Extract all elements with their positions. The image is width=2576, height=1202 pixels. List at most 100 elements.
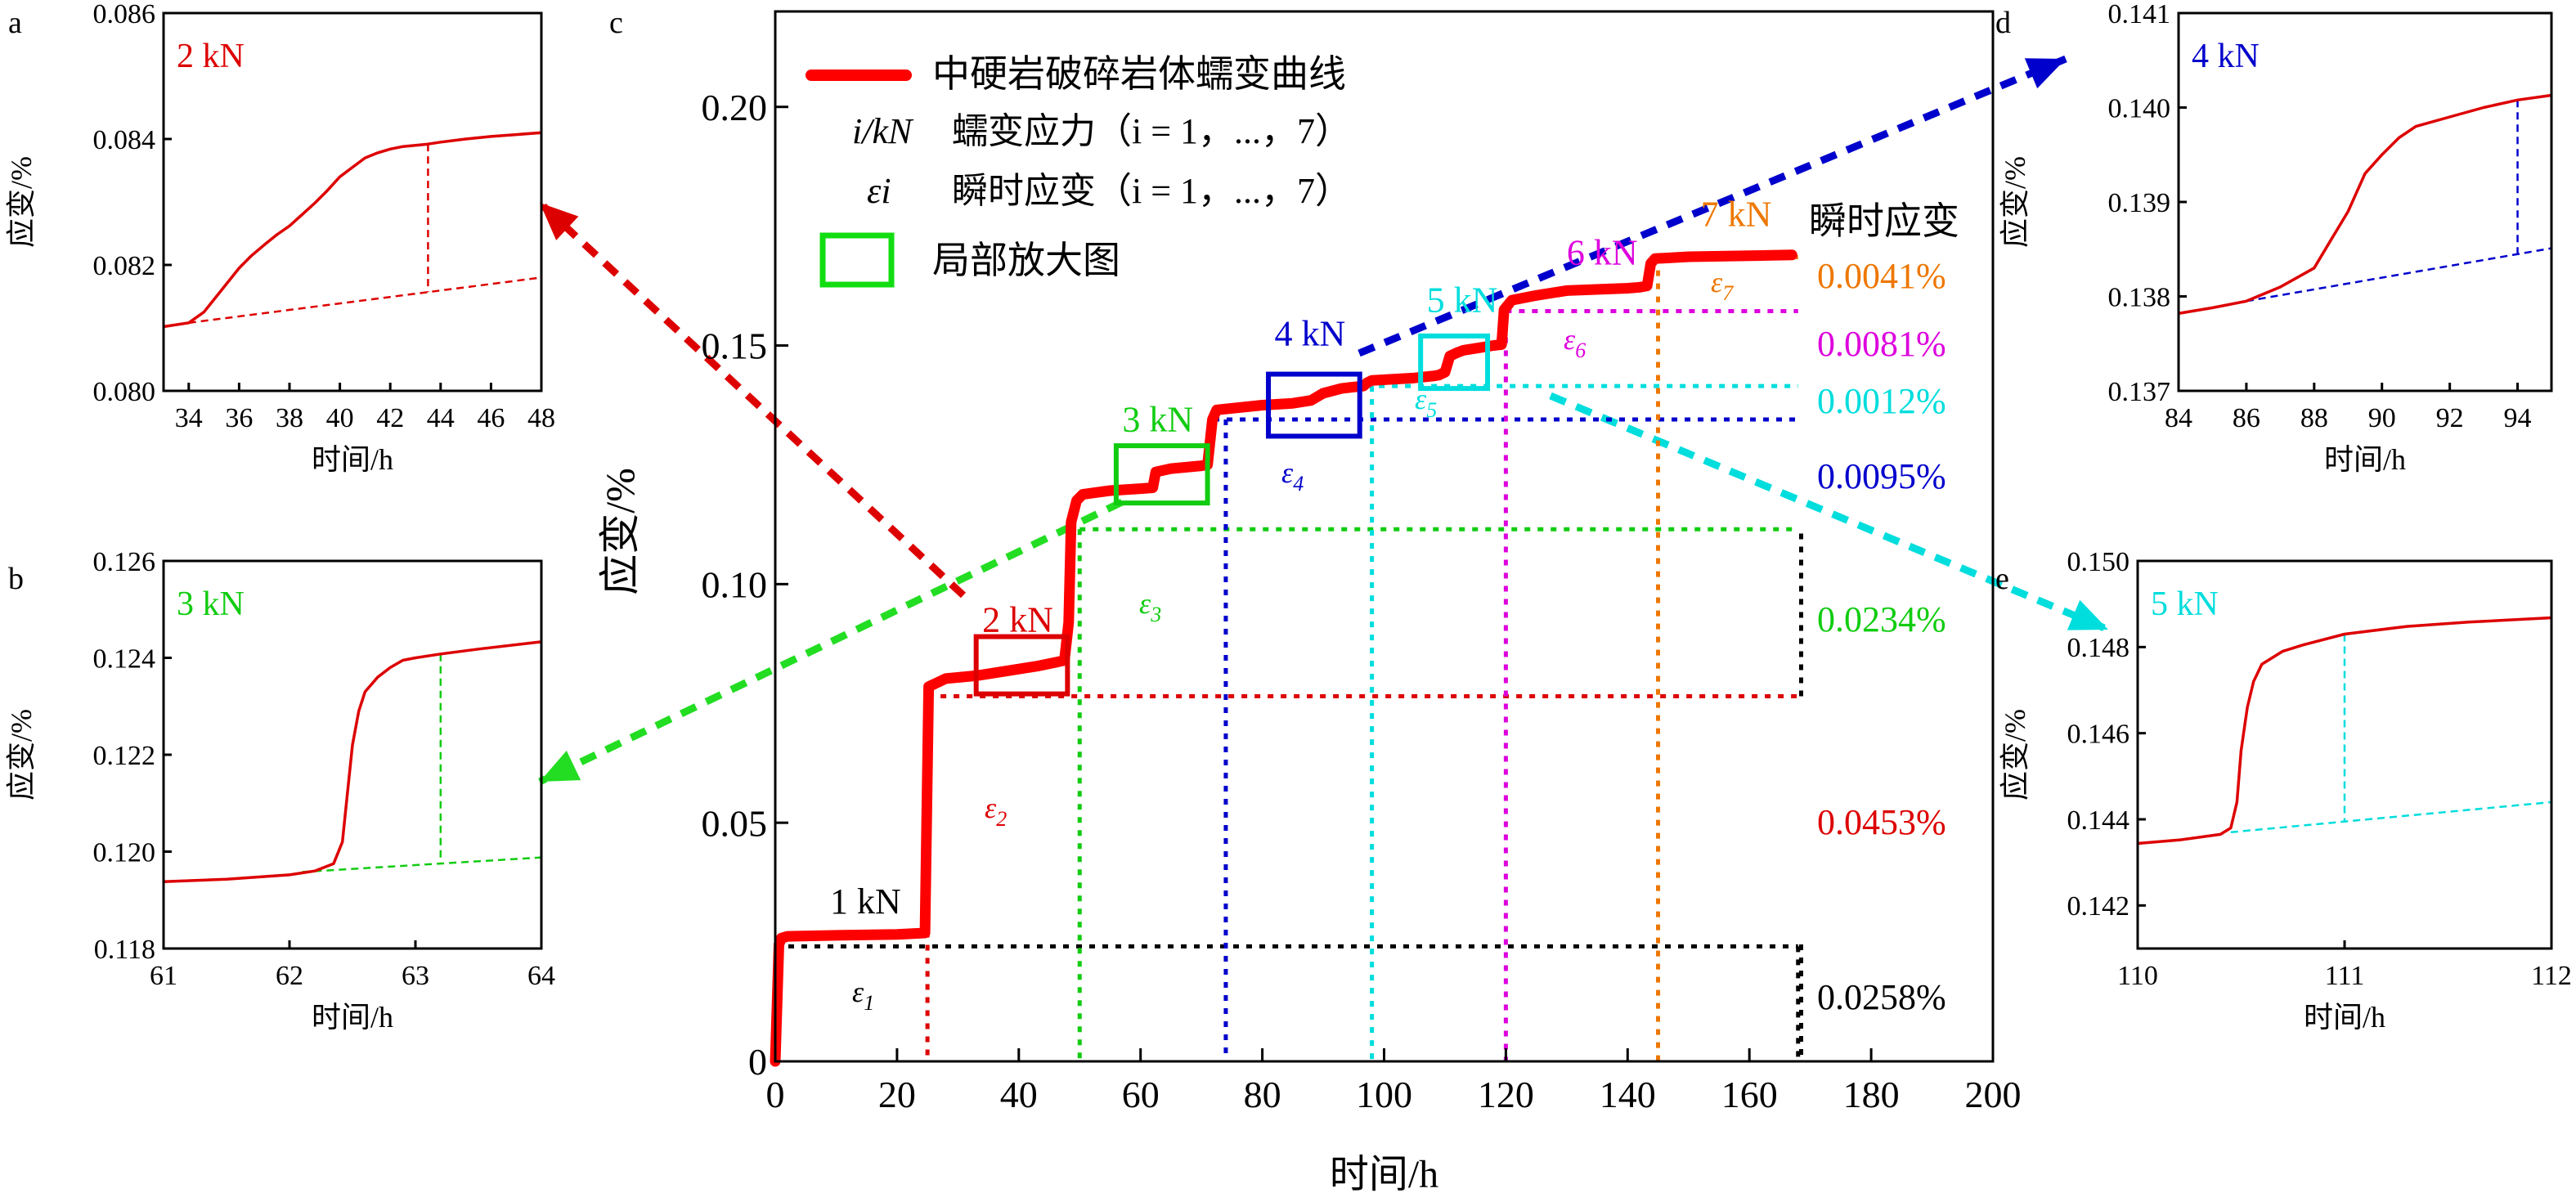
zoom-box	[1418, 333, 1491, 392]
y-axis-label: 应变/%	[1999, 709, 2031, 801]
x-tick-label: 64	[527, 961, 555, 991]
y-tick-label: 0.146	[2067, 720, 2130, 750]
panel-letter: e	[1995, 562, 2009, 596]
arrow-to-inset-d-head	[2024, 58, 2066, 89]
x-tick-label: 200	[1965, 1074, 2022, 1115]
x-tick-label: 62	[276, 961, 303, 991]
y-tick-label: 0.144	[2067, 805, 2130, 836]
instantaneous-strain-value: 0.0081%	[1817, 324, 1946, 364]
epsilon-label: ε1	[852, 976, 874, 1015]
inset-title: 3 kN	[177, 585, 245, 623]
y-tick-label: 0.10	[702, 563, 768, 605]
x-tick-label: 60	[1122, 1074, 1160, 1115]
panel-letter: b	[8, 562, 24, 596]
arrow-to-inset-a-head	[540, 203, 579, 240]
legend-range-text: i = 1，...，7）	[1132, 111, 1351, 151]
stress-label: 5 kN	[1427, 280, 1498, 321]
x-tick-label: 88	[2300, 403, 2328, 433]
y-tick-label: 0.126	[93, 547, 156, 577]
x-tick-label: 86	[2233, 403, 2260, 433]
x-axis-label: 时间/h	[312, 1001, 393, 1034]
y-tick-label: 0.150	[2067, 547, 2130, 577]
x-tick-label: 94	[2504, 403, 2532, 433]
y-tick-label: 0.05	[702, 802, 768, 844]
arrow-to-inset-a	[536, 200, 967, 599]
main-creep-chart: 0 20 40 60 80 100 120 140 160 180 200 0 0.05 0.10 0.15…	[597, 10, 2022, 1196]
epsilon-subscript: 2	[996, 807, 1007, 831]
y-tick-label: 0.141	[2108, 0, 2171, 29]
epsilon-label: ε7	[1711, 266, 1734, 305]
y-tick-label: 0	[748, 1041, 767, 1083]
epsilon-subscript: 5	[1426, 398, 1437, 422]
y-tick-label: 0.20	[702, 87, 768, 128]
x-tick-label: 110	[2117, 961, 2158, 991]
x-tick-label: 112	[2531, 961, 2572, 991]
legend-range-text: i = 1，...，7）	[1132, 171, 1351, 211]
x-tick-label: 42	[376, 403, 404, 433]
x-tick-label: 0	[766, 1074, 785, 1115]
x-tick-label: 34	[175, 403, 203, 433]
epsilon-label: ε2	[985, 792, 1007, 831]
y-tick-label: 0.140	[2108, 93, 2171, 123]
y-tick-label: 0.080	[93, 377, 156, 407]
x-tick-label: 40	[1000, 1074, 1038, 1115]
legend: 中硬岩破碎岩体蠕变曲线 i/kN 蠕变应力（i = 1，...，7） εi 瞬时应变（i…	[806, 53, 1351, 288]
x-tick-label: 40	[326, 403, 354, 433]
epsilon-subscript: 3	[1150, 603, 1161, 626]
y-axis-label: 应变/%	[597, 468, 643, 595]
y-tick-label: 0.086	[93, 0, 156, 29]
inset-chart-2kn: 34 36 38 40 42 44 46 48 0.080 0.082 0.084 0.086 时间/h…	[5, 0, 555, 476]
x-tick-label: 44	[427, 403, 455, 433]
inset-baseline	[2246, 247, 2552, 303]
zoom-box	[1113, 443, 1210, 506]
x-tick-label: 120	[1478, 1074, 1534, 1115]
epsilon-subscript: 4	[1293, 472, 1304, 496]
inset-curve	[2137, 616, 2552, 845]
stress-label: 4 kN	[1274, 314, 1345, 354]
arrow-to-inset-b-head	[540, 751, 581, 782]
inset-title: 2 kN	[177, 38, 245, 75]
legend-stress-key: i/kN	[852, 111, 914, 151]
inset-chart-3kn: 61 62 63 64 0.118 0.120 0.122 0.124 0.126 时间/h 应变/…	[5, 547, 555, 1034]
legend-strain-desc: 瞬时应变（i = 1，...，7）	[952, 171, 1351, 211]
x-axis-label: 时间/h	[312, 443, 393, 476]
x-tick-label: 180	[1843, 1074, 1900, 1115]
stress-label: 7 kN	[1701, 195, 1772, 235]
x-tick-label: 111	[2325, 961, 2364, 991]
panel-letter: a	[8, 6, 22, 40]
panel-letter: d	[1995, 6, 2011, 40]
inset-chart-4kn: 84 86 88 90 92 94 0.137 0.138 0.139 0.140 0.141 时间/…	[1999, 0, 2553, 476]
y-tick-label: 0.082	[93, 251, 156, 281]
legend-stress-desc-text: 蠕变应力（	[952, 111, 1132, 151]
legend-zoom-label: 局部放大图	[932, 240, 1120, 281]
x-axis-label: 时间/h	[1330, 1153, 1438, 1196]
inset-baseline	[2230, 801, 2552, 834]
inset-curve	[163, 640, 542, 883]
x-tick-label: 61	[150, 961, 177, 991]
legend-zoom-swatch	[819, 232, 895, 288]
stress-label: 2 kN	[982, 600, 1053, 640]
inset-baseline	[302, 856, 542, 873]
legend-strain-key: εi	[867, 171, 891, 211]
epsilon-subscript: 6	[1575, 339, 1586, 362]
epsilon-subscript: 7	[1722, 281, 1734, 305]
x-tick-label: 46	[477, 403, 505, 433]
instantaneous-strain-value: 0.0234%	[1817, 599, 1946, 639]
y-tick-label: 0.124	[93, 644, 156, 674]
x-tick-label: 100	[1356, 1074, 1412, 1115]
x-tick-label: 80	[1244, 1074, 1281, 1115]
y-axis-label: 应变/%	[1999, 156, 2031, 248]
x-tick-label: 38	[276, 403, 303, 433]
y-tick-label: 0.122	[93, 741, 156, 771]
inset-curve	[163, 131, 542, 329]
y-tick-label: 0.137	[2108, 377, 2171, 407]
y-tick-label: 0.118	[94, 935, 155, 965]
y-axis-label: 应变/%	[5, 709, 38, 801]
y-tick-label: 0.15	[702, 325, 768, 367]
stress-label: 1 kN	[830, 881, 901, 922]
epsilon-label: ε6	[1564, 323, 1586, 362]
arrow-to-inset-d	[1358, 55, 2067, 357]
x-tick-label: 140	[1600, 1074, 1656, 1115]
instantaneous-strain-value: 0.0012%	[1817, 381, 1946, 421]
